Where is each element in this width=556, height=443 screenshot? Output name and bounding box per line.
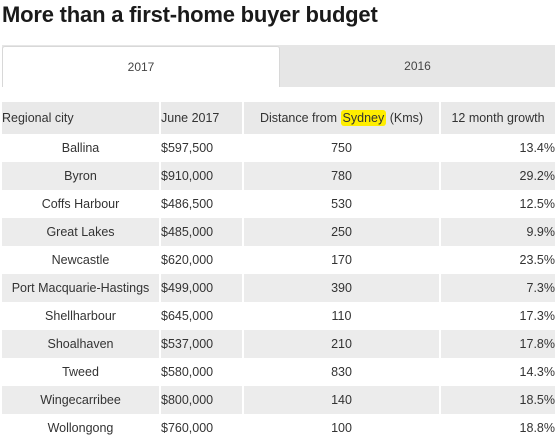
header-distance-prefix: Distance from — [259, 111, 341, 125]
regional-city-table: Regional city June 2017 Distance from Sy… — [2, 102, 555, 442]
table-row: Shoalhaven $537,000 210 17.8% — [2, 330, 555, 358]
cell-growth: 29.2% — [440, 162, 555, 190]
header-distance[interactable]: Distance from Sydney (Kms) — [243, 102, 441, 134]
cell-distance: 830 — [243, 358, 441, 386]
cell-city: Great Lakes — [2, 218, 161, 246]
header-regional-city[interactable]: Regional city — [2, 102, 161, 134]
tab-2016[interactable]: 2016 — [280, 45, 555, 87]
table-header-row: Regional city June 2017 Distance from Sy… — [2, 102, 555, 134]
table-row: Coffs Harbour $486,500 530 12.5% — [2, 190, 555, 218]
cell-distance: 530 — [243, 190, 441, 218]
table-row: Shellharbour $645,000 110 17.3% — [2, 302, 555, 330]
cell-growth: 13.4% — [440, 134, 555, 162]
cell-growth: 23.5% — [440, 246, 555, 274]
table-row: Great Lakes $485,000 250 9.9% — [2, 218, 555, 246]
table-row: Wingecarribee $800,000 140 18.5% — [2, 386, 555, 414]
cell-price: $597,500 — [160, 134, 244, 162]
cell-city: Wollongong — [2, 414, 161, 442]
cell-growth: 12.5% — [440, 190, 555, 218]
cell-distance: 390 — [243, 274, 441, 302]
year-tabs: 2017 2016 — [2, 45, 555, 87]
header-12-month-growth[interactable]: 12 month growth — [440, 102, 555, 134]
cell-city: Newcastle — [2, 246, 161, 274]
cell-price: $620,000 — [160, 246, 244, 274]
table-row: Ballina $597,500 750 13.4% — [2, 134, 555, 162]
cell-price: $485,000 — [160, 218, 244, 246]
cell-price: $537,000 — [160, 330, 244, 358]
cell-city: Tweed — [2, 358, 161, 386]
cell-growth: 17.8% — [440, 330, 555, 358]
cell-growth: 18.8% — [440, 414, 555, 442]
cell-price: $760,000 — [160, 414, 244, 442]
cell-price: $486,500 — [160, 190, 244, 218]
cell-price: $800,000 — [160, 386, 244, 414]
cell-city: Wingecarribee — [2, 386, 161, 414]
cell-price: $580,000 — [160, 358, 244, 386]
cell-growth: 7.3% — [440, 274, 555, 302]
table-row: Port Macquarie-Hastings $499,000 390 7.3… — [2, 274, 555, 302]
cell-distance: 100 — [243, 414, 441, 442]
cell-distance: 140 — [243, 386, 441, 414]
cell-price: $499,000 — [160, 274, 244, 302]
cell-price: $910,000 — [160, 162, 244, 190]
cell-distance: 110 — [243, 302, 441, 330]
cell-city: Shellharbour — [2, 302, 161, 330]
cell-growth: 17.3% — [440, 302, 555, 330]
cell-city: Shoalhaven — [2, 330, 161, 358]
table-row: Wollongong $760,000 100 18.8% — [2, 414, 555, 442]
cell-city: Ballina — [2, 134, 161, 162]
cell-price: $645,000 — [160, 302, 244, 330]
cell-city: Coffs Harbour — [2, 190, 161, 218]
cell-city: Port Macquarie-Hastings — [2, 274, 161, 302]
cell-growth: 14.3% — [440, 358, 555, 386]
cell-city: Byron — [2, 162, 161, 190]
page-title: More than a first-home buyer budget — [2, 2, 378, 27]
header-june-2017[interactable]: June 2017 — [160, 102, 244, 134]
cell-distance: 170 — [243, 246, 441, 274]
table-row: Tweed $580,000 830 14.3% — [2, 358, 555, 386]
sydney-highlight: Sydney — [340, 110, 387, 126]
cell-growth: 18.5% — [440, 386, 555, 414]
cell-distance: 750 — [243, 134, 441, 162]
cell-growth: 9.9% — [440, 218, 555, 246]
cell-distance: 780 — [243, 162, 441, 190]
tab-2017[interactable]: 2017 — [2, 46, 280, 87]
cell-distance: 210 — [243, 330, 441, 358]
cell-distance: 250 — [243, 218, 441, 246]
header-distance-suffix: (Kms) — [386, 111, 424, 125]
table-row: Newcastle $620,000 170 23.5% — [2, 246, 555, 274]
table-row: Byron $910,000 780 29.2% — [2, 162, 555, 190]
